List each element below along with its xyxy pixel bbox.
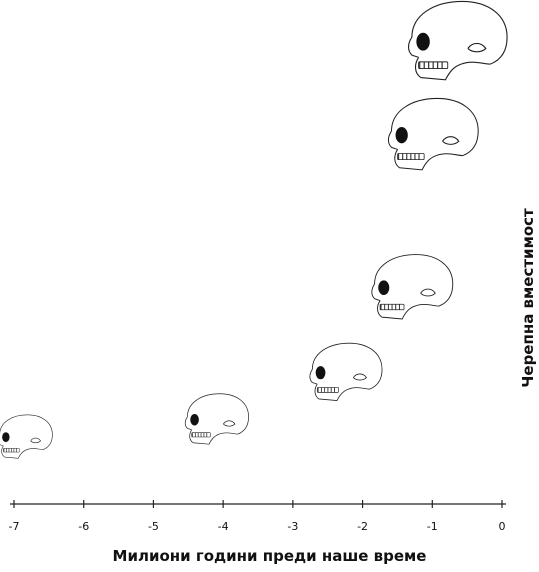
x-tick-label: -3	[287, 520, 298, 533]
skull-icon	[371, 254, 454, 320]
x-tick-label: -1	[427, 520, 438, 533]
x-tick-label: -6	[78, 520, 89, 533]
x-tick-label: -4	[218, 520, 229, 533]
x-axis-title: Милиони години преди наше време	[112, 547, 427, 565]
x-tick-label: -7	[9, 520, 20, 533]
skull-markers	[0, 0, 508, 459]
y-axis-title: Черепна вместимост	[519, 208, 537, 388]
skull-icon	[184, 393, 249, 445]
skull-icon	[0, 414, 53, 459]
skull-icon	[309, 342, 383, 401]
skull-icon	[387, 97, 479, 171]
skull-icon	[407, 0, 508, 81]
x-tick-label: -5	[148, 520, 159, 533]
x-tick-label: -2	[357, 520, 368, 533]
x-tick-label: 0	[499, 520, 506, 533]
x-axis: -7 -6 -5 -4 -3 -2 -1 0	[9, 500, 506, 533]
